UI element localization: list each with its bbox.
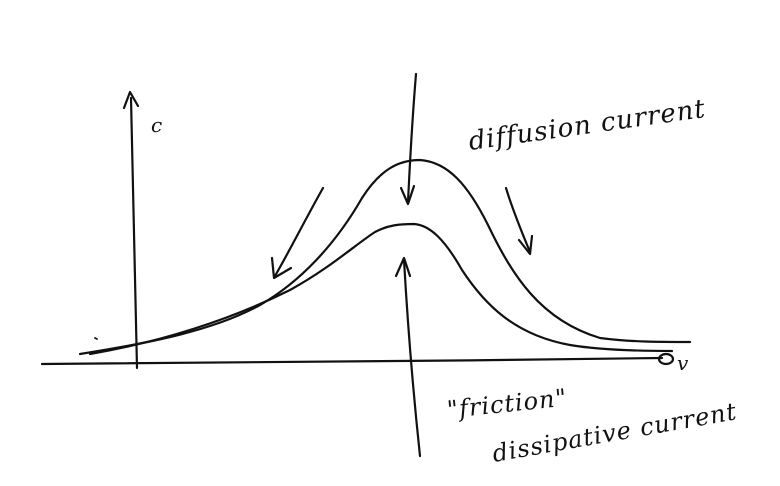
- curve-start-dot: [94, 337, 98, 340]
- top-center-arrowhead: [399, 184, 416, 206]
- bottom-up-arrowhead: [394, 256, 412, 278]
- left-diagonal-arrowhead: [270, 256, 293, 280]
- horizontal-axis-arrowhead: [657, 352, 675, 366]
- friction-label: "friction": [446, 383, 569, 423]
- axes: [40, 90, 675, 370]
- vertical-axis-arrowhead: [122, 90, 140, 110]
- diffusion-arrows: [270, 72, 534, 280]
- friction-arrow-group: [394, 256, 422, 458]
- horizontal-axis: [40, 356, 664, 366]
- right-diagonal-arrow: [504, 186, 532, 254]
- vertical-axis: [129, 96, 139, 370]
- right-diagonal-arrowhead: [517, 234, 534, 256]
- x-axis-label: v: [677, 351, 689, 375]
- diffusion-current-label: diffusion current: [467, 94, 708, 157]
- upper-distribution-curve: [78, 158, 692, 356]
- y-axis-label: c: [151, 113, 162, 137]
- bottom-up-arrow: [402, 258, 422, 458]
- left-diagonal-arrow: [273, 186, 325, 278]
- lower-distribution-curve: [88, 222, 674, 356]
- top-center-arrow: [406, 72, 418, 204]
